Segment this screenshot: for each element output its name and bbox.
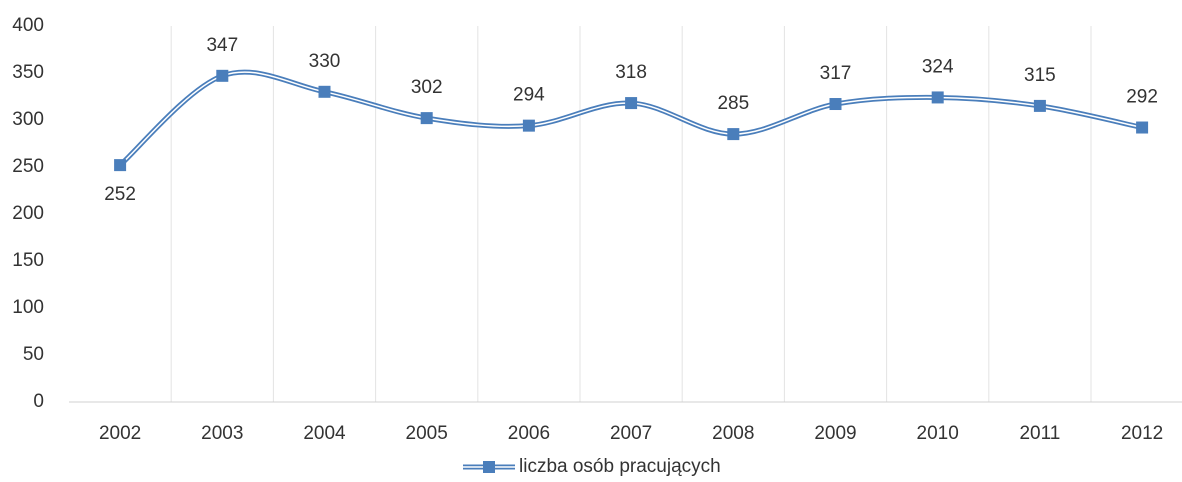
x-tick-label: 2012	[1121, 423, 1163, 444]
x-tick-label: 2006	[508, 423, 550, 444]
marker	[522, 119, 535, 132]
y-tick-label: 50	[23, 344, 44, 365]
marker	[318, 85, 331, 98]
x-tick-label: 2005	[406, 423, 448, 444]
y-tick-label: 150	[12, 250, 44, 271]
data-label: 347	[206, 35, 238, 56]
data-label: 324	[922, 56, 954, 77]
data-label: 302	[411, 77, 443, 98]
y-tick-label: 100	[12, 297, 44, 318]
y-tick-label: 350	[12, 62, 44, 83]
y-tick-label: 250	[12, 156, 44, 177]
legend-label: liczba osób pracujących	[519, 456, 721, 477]
marker	[1033, 99, 1046, 112]
y-tick-label: 300	[12, 109, 44, 130]
y-tick-label: 0	[33, 391, 44, 412]
x-tick-label: 2003	[201, 423, 243, 444]
x-tick-label: 2009	[814, 423, 856, 444]
marker	[1136, 121, 1149, 134]
data-label: 292	[1126, 87, 1158, 108]
x-tick-label: 2007	[610, 423, 652, 444]
x-tick-label: 2004	[303, 423, 346, 444]
marker	[727, 128, 740, 141]
data-label: 252	[104, 184, 136, 205]
x-tick-label: 2002	[99, 423, 141, 444]
data-label: 285	[717, 93, 749, 114]
marker	[829, 98, 842, 111]
x-tick-label: 2011	[1019, 423, 1060, 444]
data-label: 315	[1024, 65, 1056, 86]
x-tick-label: 2010	[917, 423, 959, 444]
data-label: 318	[615, 62, 647, 83]
marker	[114, 159, 127, 172]
x-tick-label: 2008	[712, 423, 754, 444]
marker	[216, 69, 229, 82]
data-label: 294	[513, 85, 545, 106]
legend-marker	[483, 461, 495, 473]
marker	[420, 112, 433, 125]
marker	[625, 97, 638, 110]
marker	[931, 91, 944, 104]
y-tick-label: 400	[12, 15, 44, 36]
data-label: 330	[309, 51, 341, 72]
data-label: 317	[820, 63, 852, 84]
y-tick-label: 200	[12, 203, 44, 224]
